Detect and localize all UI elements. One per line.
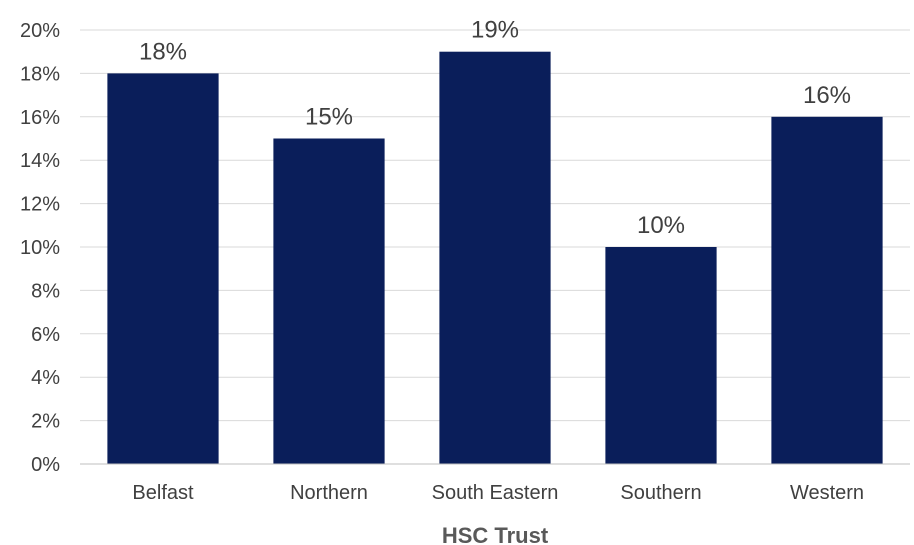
y-tick-label: 10% (20, 237, 60, 259)
x-category-label: Northern (290, 482, 368, 504)
y-tick-label: 14% (20, 150, 60, 172)
bar-southern (605, 247, 716, 464)
y-tick-label: 12% (20, 194, 60, 216)
y-tick-label: 6% (31, 324, 60, 346)
data-label: 15% (305, 104, 353, 131)
bar-western (771, 117, 882, 464)
y-tick-label: 2% (31, 411, 60, 433)
y-tick-label: 0% (31, 454, 60, 476)
data-label: 10% (637, 212, 685, 239)
x-category-label: Southern (620, 482, 701, 504)
y-tick-label: 18% (20, 63, 60, 85)
bar-belfast (107, 73, 218, 464)
y-tick-label: 20% (20, 20, 60, 42)
data-label: 18% (139, 38, 187, 65)
x-category-label: Belfast (132, 482, 194, 504)
bar-northern (273, 139, 384, 465)
bar-south-eastern (439, 52, 550, 464)
y-tick-label: 4% (31, 367, 60, 389)
x-category-label: South Eastern (432, 482, 559, 504)
x-category-label: Western (790, 482, 864, 504)
y-tick-label: 16% (20, 107, 60, 129)
data-label: 16% (803, 82, 851, 109)
y-axis-ticks: 0% 2% 4% 6% 8% 10% 12% 14% 16% 18% 20% (20, 20, 60, 476)
data-label: 19% (471, 17, 519, 44)
x-axis-title: HSC Trust (442, 523, 549, 545)
bars (107, 52, 882, 464)
x-axis-categories: Belfast Northern South Eastern Southern West… (132, 482, 864, 504)
y-tick-label: 8% (31, 280, 60, 302)
